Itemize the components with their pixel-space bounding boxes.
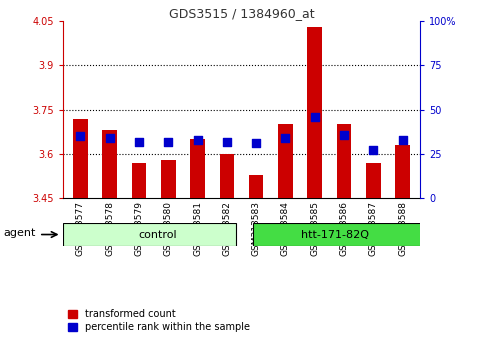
Bar [307,27,322,198]
Point [399,137,407,143]
Text: control: control [139,229,177,240]
Bar [249,175,263,198]
Point [340,132,348,137]
Point [135,139,143,144]
Point [106,135,114,141]
Point [282,135,289,141]
Bar [253,223,444,246]
Legend: transformed count, percentile rank within the sample: transformed count, percentile rank withi… [68,309,250,332]
Bar [337,125,351,198]
Point [223,139,231,144]
Bar [63,223,236,246]
Point [369,148,377,153]
Bar [73,119,88,198]
Bar [366,163,381,198]
Bar [395,145,410,198]
Bar [161,160,176,198]
Point [76,133,84,139]
Bar [278,125,293,198]
Title: GDS3515 / 1384960_at: GDS3515 / 1384960_at [169,7,314,20]
Point [252,141,260,146]
Bar [190,139,205,198]
Text: htt-171-82Q: htt-171-82Q [301,229,369,240]
Bar [132,163,146,198]
Bar [220,154,234,198]
Bar [102,130,117,198]
Point [194,137,201,143]
Point [311,114,319,120]
Point [164,139,172,144]
Text: agent: agent [3,228,36,238]
